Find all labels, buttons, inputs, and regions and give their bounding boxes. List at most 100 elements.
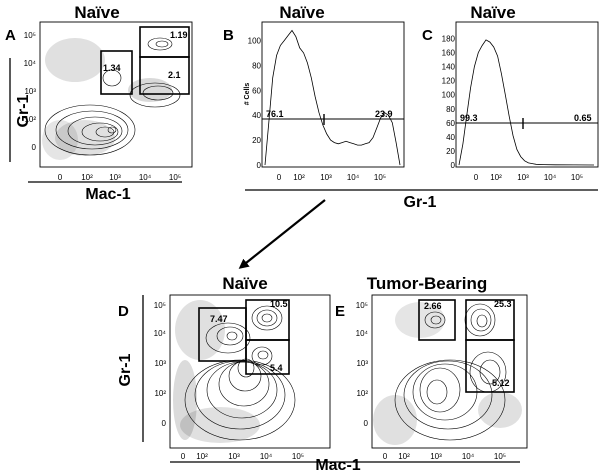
panel-b-y-ticks: 0 20 40 60 80 100	[248, 36, 262, 170]
panel-b-ytick: 40	[252, 111, 261, 120]
panel-a-gate-3-label: 2.1	[168, 70, 181, 80]
panel-e-gate-1-label: 2.66	[424, 301, 442, 311]
panel-c-ytick: 180	[442, 35, 456, 44]
panel-a-ylabel: Gr-1	[15, 94, 32, 127]
panel-b-letter: B	[223, 27, 234, 44]
panel-d: Naïve D	[117, 274, 331, 461]
panel-a: Naïve A	[5, 3, 193, 203]
panel-a-gate-2-label: 1.19	[170, 30, 188, 40]
panel-d-gate-2-label: 10.5	[270, 299, 288, 309]
panel-d-ytick: 10³	[154, 359, 166, 368]
panel-b-ytick: 0	[257, 161, 262, 170]
panel-a-frame	[39, 21, 193, 168]
panel-e-xtick: 10³	[430, 452, 442, 461]
panel-e-xtick: 0	[383, 452, 388, 461]
panel-c-y-ticks: 0 20 40 60 80 100 120 140 160 180	[442, 35, 456, 170]
panel-c-ytick: 60	[446, 119, 455, 128]
panel-b-ytick: 100	[248, 36, 262, 45]
panel-c-gate-right: 0.65	[574, 113, 592, 123]
panel-a-xtick: 10⁴	[139, 173, 152, 182]
panel-e-ytick: 10³	[356, 359, 368, 368]
de-xlabel: Mac-1	[315, 457, 360, 472]
panel-b-x-ticks: 0 10² 10³ 10⁴ 10⁵	[277, 173, 386, 182]
panel-e-dots	[373, 302, 522, 445]
panel-d-gate-3-label: 5.4	[270, 363, 283, 373]
panel-b-xtick: 10²	[293, 173, 305, 182]
panel-c-frame	[455, 21, 599, 168]
panel-d-ylabel: Gr-1	[117, 353, 134, 386]
panel-a-contours	[44, 37, 181, 156]
panel-a-letter: A	[5, 27, 16, 44]
panel-c-ytick: 160	[442, 49, 456, 58]
panel-b-histogram-line	[264, 29, 401, 166]
panel-b-gate-left: 76.1	[266, 109, 284, 119]
panel-a-y-ticks: 0 10² 10³ 10⁴ 10⁵	[24, 31, 37, 152]
panel-d-xtick: 0	[181, 452, 186, 461]
panel-a-xtick: 10²	[81, 173, 93, 182]
panel-b-xtick: 10⁴	[347, 173, 360, 182]
panel-d-gate-3	[245, 339, 290, 375]
panel-c-ytick: 80	[446, 105, 455, 114]
panel-d-xtick: 10³	[228, 452, 240, 461]
panel-c-xtick: 10³	[517, 173, 529, 182]
panel-a-plot: 1.34 1.19 2.1	[39, 21, 193, 168]
panel-c-ytick: 40	[446, 133, 455, 142]
panel-e-title: Tumor-Bearing	[367, 274, 488, 293]
panel-a-xtick: 10⁵	[169, 173, 181, 182]
panel-a-dots	[42, 38, 172, 160]
panel-a-xtick: 10³	[109, 173, 121, 182]
panel-c-xtick: 10⁴	[544, 173, 557, 182]
panel-e-plot: 2.66 25.3 5.12	[371, 294, 528, 449]
panel-e: Tumor-Bearing E	[335, 274, 528, 461]
panel-e-contours	[394, 303, 507, 441]
panel-e-xtick: 10²	[398, 452, 410, 461]
panel-a-gate-3	[139, 56, 190, 95]
panel-e-gate-2-label: 25.3	[494, 299, 512, 309]
panel-d-ytick: 10⁵	[154, 301, 166, 310]
panel-e-frame	[371, 294, 528, 449]
panel-e-ytick: 10⁵	[356, 301, 368, 310]
panel-a-ytick: 10²	[24, 115, 36, 124]
panel-b-xtick: 0	[277, 173, 282, 182]
panel-e-xtick: 10⁴	[462, 452, 475, 461]
panel-a-xlabel: Mac-1	[85, 186, 130, 203]
panel-c-xtick: 10²	[490, 173, 502, 182]
panel-b-ytick: 80	[252, 61, 261, 70]
panel-a-gate-1	[100, 50, 133, 95]
panel-e-letter: E	[335, 303, 345, 320]
panel-a-gate-1-label: 1.34	[103, 63, 121, 73]
panel-d-y-ticks: 0 10² 10³ 10⁴ 10⁵	[154, 301, 167, 428]
panel-d-xtick: 10⁴	[260, 452, 273, 461]
panel-a-ytick: 0	[32, 143, 37, 152]
panel-a-ytick: 10³	[24, 87, 36, 96]
panel-e-x-ticks: 0 10² 10³ 10⁴ 10⁵	[383, 452, 506, 461]
bc-xlabel: Gr-1	[404, 194, 437, 211]
panel-c-gate-left: 99.3	[460, 113, 478, 123]
panel-b-ytick: 20	[252, 136, 261, 145]
panel-c-xtick: 10⁵	[571, 173, 583, 182]
panel-e-ytick: 0	[364, 419, 369, 428]
panel-c-ytick: 140	[442, 63, 456, 72]
panel-a-ytick: 10⁴	[24, 59, 37, 68]
flow-arrow	[238, 199, 326, 269]
panel-d-xtick: 10²	[196, 452, 208, 461]
panel-b: Naïve B 76.1 23.9 # Cells 0 20 40 60 80 …	[223, 3, 405, 182]
panel-b-gate-right: 23.9	[375, 109, 393, 119]
panel-b-title: Naïve	[279, 3, 324, 22]
panel-c-ytick: 100	[442, 91, 456, 100]
panel-a-title: Naïve	[74, 3, 119, 22]
panel-b-xtick: 10³	[320, 173, 332, 182]
panel-c: Naïve C 99.3 0.65 0 20 40 60 80 100 120 …	[422, 3, 599, 182]
panel-d-ytick: 10²	[154, 389, 166, 398]
panel-e-ytick: 10⁴	[356, 329, 369, 338]
panel-b-ytick: 60	[252, 86, 261, 95]
panel-d-x-ticks: 0 10² 10³ 10⁴ 10⁵	[181, 452, 304, 461]
panel-a-ytick: 10⁵	[24, 31, 36, 40]
panel-e-gate-1	[418, 299, 456, 341]
panel-a-xtick: 0	[58, 173, 63, 182]
panel-b-ylabel: # Cells	[244, 83, 251, 106]
panel-e-gate-3-label: 5.12	[492, 378, 510, 388]
panel-e-ytick: 10²	[356, 389, 368, 398]
panel-d-xtick: 10⁵	[292, 452, 304, 461]
